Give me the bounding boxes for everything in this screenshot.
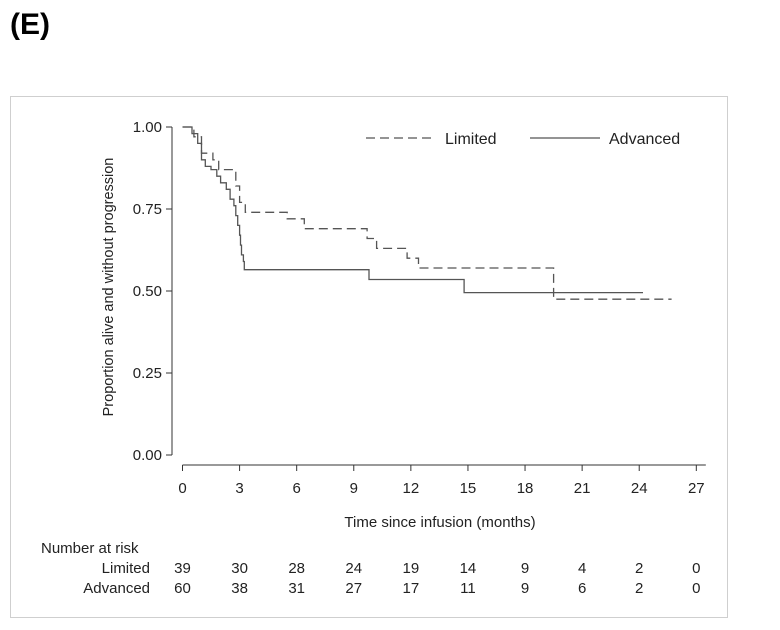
risk-value: 9 [521, 580, 529, 597]
x-tick-label: 3 [235, 480, 243, 497]
legend-label-advanced: Advanced [609, 131, 680, 148]
y-tick-label: 0.25 [133, 365, 162, 382]
x-tick-label: 24 [631, 480, 648, 497]
x-tick-label: 27 [688, 480, 705, 497]
x-tick-label: 9 [350, 480, 358, 497]
x-tick-label: 15 [460, 480, 477, 497]
risk-value: 6 [578, 580, 586, 597]
survival-curves [182, 126, 672, 300]
x-tick-label: 21 [574, 480, 591, 497]
risk-value: 17 [403, 580, 420, 597]
x-tick-label: 18 [517, 480, 534, 497]
series-line-advanced [182, 126, 643, 294]
y-tick-label: 0.50 [133, 283, 162, 300]
risk-value: 2 [635, 580, 643, 597]
x-tick-label: 6 [293, 480, 301, 497]
legend: Limited Advanced [366, 131, 680, 148]
legend-label-limited: Limited [445, 131, 497, 148]
risk-table: Number at risk Limited 39 30 28 24 19 14 9 4 2 0 Adv… [41, 540, 700, 597]
risk-value: 60 [174, 580, 191, 597]
x-tick-label: 0 [178, 480, 186, 497]
risk-value: 39 [174, 560, 191, 577]
risk-value: 9 [521, 560, 529, 577]
axes: 0.00 0.25 0.50 0.75 1.00 0 3 6 9 12 15 18 21 24 27 [133, 119, 706, 497]
y-tick-label: 1.00 [133, 119, 162, 136]
risk-value: 4 [578, 560, 586, 577]
series-line-limited [182, 126, 672, 300]
risk-value: 0 [692, 560, 700, 577]
x-tick-label: 12 [403, 480, 420, 497]
risk-value: 0 [692, 580, 700, 597]
y-tick-label: 0.75 [133, 201, 162, 218]
y-axis-label: Proportion alive and without progression [101, 158, 117, 417]
risk-value: 28 [288, 560, 305, 577]
y-tick-label: 0.00 [133, 447, 162, 464]
risk-table-title: Number at risk [41, 540, 139, 557]
risk-value: 30 [231, 560, 248, 577]
risk-value: 2 [635, 560, 643, 577]
risk-value: 31 [288, 580, 305, 597]
risk-row-label: Limited [102, 560, 150, 577]
risk-value: 27 [345, 580, 362, 597]
risk-value: 38 [231, 580, 248, 597]
panel-label: (E) [10, 8, 50, 41]
risk-value: 14 [460, 560, 477, 577]
figure-frame [10, 96, 728, 618]
risk-value: 24 [345, 560, 362, 577]
risk-value: 11 [460, 580, 476, 597]
x-axis-label: Time since infusion (months) [344, 514, 535, 531]
risk-row-label: Advanced [83, 580, 150, 597]
risk-value: 19 [403, 560, 420, 577]
